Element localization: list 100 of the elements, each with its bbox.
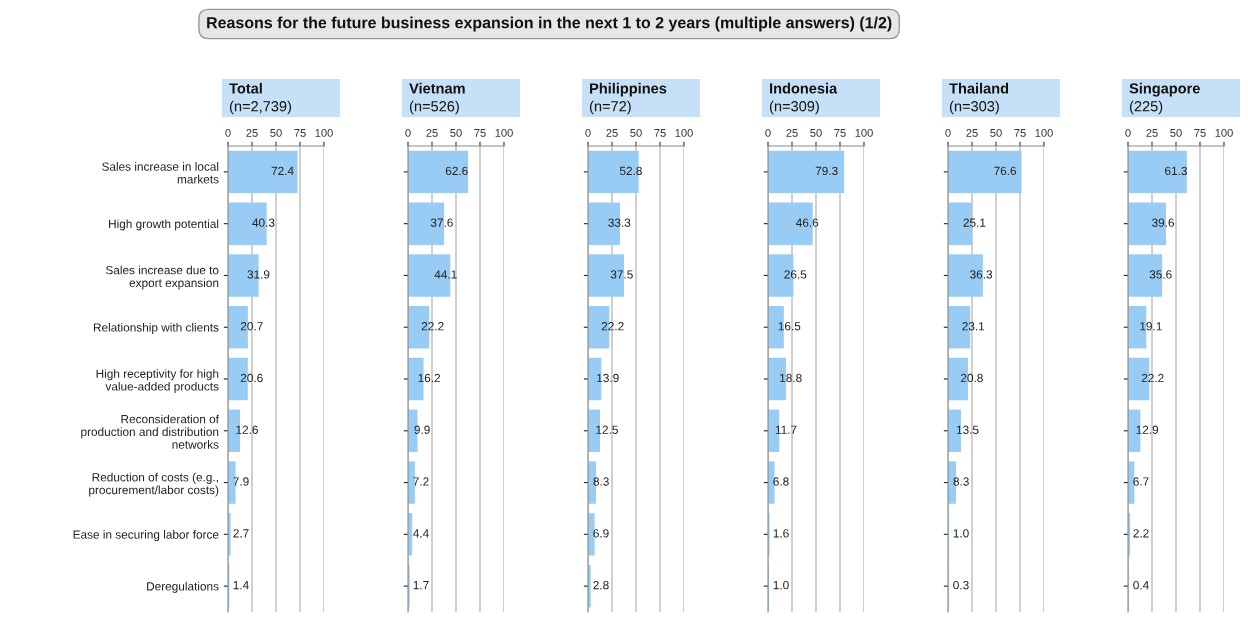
data-label: 72.4 [271, 166, 294, 175]
x-tick-label: 25 [606, 128, 618, 137]
x-tick-label: 50 [990, 128, 1002, 137]
chart-title: Philippines [590, 82, 667, 97]
chart-subtitle: (225) [1129, 100, 1163, 115]
data-label: 22.2 [1141, 373, 1164, 383]
data-label: 35.6 [1149, 270, 1172, 279]
data-label: 16.5 [778, 322, 801, 331]
x-tick-label: 75 [294, 129, 306, 137]
data-label: 1.4 [233, 581, 249, 590]
x-tick-label: 75 [834, 129, 846, 137]
chart-subtitle: (n=2,739) [229, 100, 292, 115]
y-tick-label: High receptivity for high value-added products [96, 369, 219, 393]
data-label: 19.1 [1140, 322, 1162, 331]
data-label: 1.0 [953, 529, 969, 538]
chart-title: Thailand [949, 82, 1009, 94]
y-tick-label: Reconsideration of production and distribution networks [81, 414, 219, 449]
data-label: 2.7 [233, 529, 249, 538]
data-label: 9.9 [414, 425, 430, 434]
chart-title: Indonesia [770, 82, 838, 94]
data-label: 20.6 [240, 373, 263, 383]
data-label: 7.2 [413, 477, 429, 486]
chart-subtitle: (n=309) [769, 100, 819, 115]
data-label: 13.9 [597, 373, 619, 383]
data-label: 52.8 [619, 166, 642, 176]
x-tick-label: 75 [474, 129, 486, 137]
data-label: 12.6 [236, 425, 258, 434]
data-label: 4.4 [413, 529, 429, 538]
x-tick-label: 100 [1035, 128, 1053, 137]
data-label: 1.0 [773, 580, 789, 590]
data-label: 61.3 [1165, 166, 1187, 176]
data-label: 33.3 [608, 218, 631, 227]
data-label: 46.6 [796, 218, 819, 227]
x-tick-label: 0 [225, 128, 231, 137]
x-tick-label: 0 [945, 128, 951, 137]
x-tick-label: 100 [315, 128, 333, 137]
chart-title: Total [229, 82, 262, 94]
data-label: 22.2 [601, 322, 624, 331]
data-label: 6.8 [773, 477, 789, 486]
data-label: 36.3 [970, 270, 993, 279]
y-tick-label: Sales increase due to export expansion [105, 265, 219, 290]
x-tick-label: 50 [630, 128, 642, 137]
data-label: 79.3 [815, 166, 838, 176]
y-tick-label: Reduction of costs (e.g., procurement/labor costs) [89, 472, 219, 497]
data-label: 7.9 [233, 477, 249, 486]
x-tick-label: 100 [675, 128, 693, 137]
x-tick-label: 25 [786, 128, 798, 137]
x-tick-label: 75 [654, 129, 666, 137]
chart-subtitle: (n=72) [589, 100, 631, 115]
x-tick-label: 0 [1125, 128, 1131, 137]
data-label: 76.6 [994, 166, 1017, 176]
x-tick-label: 25 [246, 128, 258, 137]
data-label: 37.5 [610, 270, 633, 279]
data-label: 0.4 [1133, 580, 1149, 590]
data-label: 18.8 [780, 373, 802, 383]
y-tick-label: Ease in securing labor force [73, 530, 219, 542]
chart-title: Singapore [1129, 82, 1200, 97]
data-label: 20.7 [240, 322, 263, 331]
data-label: 40.3 [252, 218, 275, 227]
x-tick-label: 0 [585, 128, 591, 137]
data-label: 22.2 [421, 322, 444, 331]
data-label: 8.3 [593, 477, 609, 486]
data-label: 8.3 [953, 477, 969, 486]
y-tick-label: Relationship with clients [93, 322, 219, 334]
data-label: 20.8 [960, 373, 983, 383]
data-label: 13.5 [956, 425, 979, 434]
text: Reasons for the future business expansion in the next 1 to 2 years (multiple answers) (1/2) [207, 16, 892, 32]
x-tick-label: 100 [855, 128, 873, 137]
x-tick-label: 25 [426, 128, 438, 137]
x-tick-label: 0 [765, 128, 771, 137]
data-label: 6.7 [1133, 477, 1149, 486]
x-tick-label: 50 [450, 128, 462, 137]
data-label: 2.8 [593, 580, 609, 590]
data-label: 39.6 [1152, 218, 1175, 227]
y-tick-label: High growth potential [109, 219, 219, 231]
y-tick-label: Sales increase in local markets [102, 162, 219, 184]
data-label: 25.1 [963, 218, 986, 227]
x-tick-label: 0 [405, 128, 411, 137]
x-tick-label: 50 [810, 128, 822, 137]
data-label: 1.7 [413, 581, 429, 590]
x-tick-label: 25 [1146, 128, 1158, 137]
chart-subtitle: (n=303) [949, 100, 999, 115]
x-tick-label: 75 [1014, 129, 1026, 137]
data-label: 16.2 [418, 373, 441, 383]
chart-title: Vietnam [409, 82, 465, 94]
data-label: 62.6 [445, 166, 468, 176]
data-label: 26.5 [784, 270, 807, 279]
x-tick-label: 50 [270, 128, 282, 137]
x-tick-label: 100 [1215, 128, 1233, 137]
data-label: 37.6 [430, 218, 453, 227]
y-tick-label: Deregulations [147, 581, 219, 593]
x-tick-label: 25 [966, 128, 978, 137]
x-tick-label: 75 [1194, 129, 1206, 137]
data-label: 23.1 [962, 322, 985, 331]
data-label: 6.9 [593, 529, 609, 538]
x-tick-label: 100 [495, 128, 513, 137]
data-label: 12.5 [596, 425, 618, 434]
data-label: 1.6 [773, 529, 789, 538]
data-label: 11.7 [775, 425, 797, 434]
data-label: 0.3 [953, 580, 969, 590]
